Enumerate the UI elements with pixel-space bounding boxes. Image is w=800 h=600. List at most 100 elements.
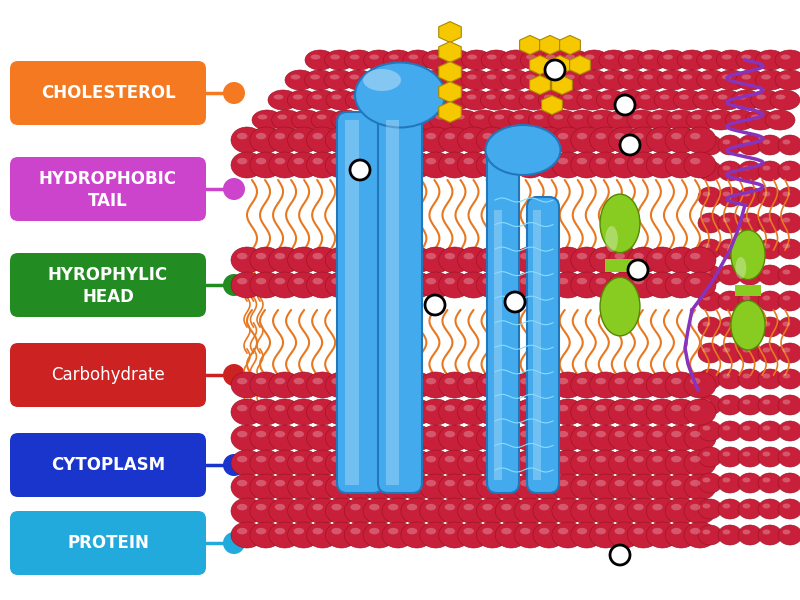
Text: CYTOPLASM: CYTOPLASM bbox=[51, 456, 165, 474]
Ellipse shape bbox=[716, 50, 746, 70]
Ellipse shape bbox=[278, 115, 287, 119]
Ellipse shape bbox=[558, 90, 588, 110]
Ellipse shape bbox=[458, 450, 490, 476]
Ellipse shape bbox=[698, 239, 722, 259]
Ellipse shape bbox=[268, 90, 298, 110]
Ellipse shape bbox=[363, 498, 395, 524]
Ellipse shape bbox=[577, 278, 587, 284]
Text: HYDROPHOBIC: HYDROPHOBIC bbox=[39, 170, 177, 188]
Ellipse shape bbox=[420, 498, 452, 524]
Ellipse shape bbox=[250, 152, 282, 178]
Ellipse shape bbox=[624, 55, 634, 59]
Ellipse shape bbox=[742, 139, 750, 145]
Ellipse shape bbox=[272, 110, 302, 130]
Ellipse shape bbox=[742, 55, 751, 59]
Ellipse shape bbox=[726, 110, 755, 130]
FancyBboxPatch shape bbox=[527, 197, 559, 493]
Ellipse shape bbox=[420, 474, 452, 500]
Ellipse shape bbox=[388, 528, 398, 535]
Ellipse shape bbox=[742, 166, 750, 170]
Ellipse shape bbox=[690, 158, 701, 164]
Ellipse shape bbox=[476, 272, 508, 298]
Ellipse shape bbox=[350, 431, 361, 437]
Ellipse shape bbox=[520, 528, 530, 535]
Ellipse shape bbox=[614, 253, 625, 259]
Ellipse shape bbox=[762, 269, 770, 275]
Ellipse shape bbox=[311, 110, 341, 130]
Ellipse shape bbox=[383, 50, 414, 70]
Ellipse shape bbox=[646, 127, 678, 153]
Ellipse shape bbox=[469, 110, 499, 130]
Ellipse shape bbox=[665, 372, 697, 398]
Ellipse shape bbox=[702, 217, 710, 223]
Ellipse shape bbox=[463, 405, 474, 412]
Ellipse shape bbox=[442, 90, 472, 110]
Circle shape bbox=[350, 160, 370, 180]
Polygon shape bbox=[438, 101, 462, 122]
Ellipse shape bbox=[426, 480, 436, 487]
Ellipse shape bbox=[736, 70, 766, 90]
Ellipse shape bbox=[476, 247, 508, 273]
Bar bbox=[494, 210, 502, 480]
Ellipse shape bbox=[294, 504, 304, 511]
Ellipse shape bbox=[634, 133, 644, 139]
Ellipse shape bbox=[609, 450, 641, 476]
Ellipse shape bbox=[742, 217, 750, 223]
Ellipse shape bbox=[758, 499, 782, 519]
Ellipse shape bbox=[344, 399, 376, 425]
Ellipse shape bbox=[614, 158, 625, 164]
Ellipse shape bbox=[514, 474, 546, 500]
Ellipse shape bbox=[722, 322, 730, 326]
Ellipse shape bbox=[388, 253, 398, 259]
Ellipse shape bbox=[344, 425, 376, 451]
Ellipse shape bbox=[590, 127, 622, 153]
Ellipse shape bbox=[718, 499, 742, 519]
Ellipse shape bbox=[646, 272, 678, 298]
Ellipse shape bbox=[600, 277, 640, 336]
Polygon shape bbox=[438, 41, 462, 62]
Ellipse shape bbox=[382, 247, 414, 273]
Bar bbox=[533, 210, 541, 480]
Ellipse shape bbox=[539, 431, 550, 437]
Ellipse shape bbox=[684, 247, 716, 273]
Ellipse shape bbox=[438, 522, 470, 548]
Ellipse shape bbox=[382, 272, 414, 298]
Ellipse shape bbox=[256, 480, 266, 487]
Ellipse shape bbox=[702, 244, 710, 248]
Ellipse shape bbox=[778, 499, 800, 519]
Ellipse shape bbox=[737, 94, 746, 100]
Ellipse shape bbox=[671, 133, 682, 139]
Ellipse shape bbox=[658, 70, 687, 90]
Ellipse shape bbox=[274, 158, 285, 164]
Ellipse shape bbox=[682, 74, 692, 79]
Ellipse shape bbox=[558, 253, 568, 259]
Ellipse shape bbox=[609, 152, 641, 178]
Ellipse shape bbox=[652, 253, 662, 259]
Ellipse shape bbox=[698, 317, 722, 337]
Ellipse shape bbox=[288, 272, 320, 298]
Ellipse shape bbox=[326, 425, 358, 451]
Ellipse shape bbox=[350, 278, 361, 284]
Ellipse shape bbox=[422, 90, 453, 110]
Ellipse shape bbox=[722, 55, 732, 59]
Ellipse shape bbox=[697, 70, 726, 90]
Ellipse shape bbox=[256, 133, 266, 139]
Ellipse shape bbox=[274, 456, 285, 463]
Ellipse shape bbox=[540, 50, 570, 70]
Ellipse shape bbox=[634, 158, 644, 164]
Ellipse shape bbox=[533, 474, 565, 500]
Ellipse shape bbox=[782, 269, 790, 275]
Ellipse shape bbox=[363, 127, 395, 153]
Ellipse shape bbox=[482, 253, 493, 259]
Ellipse shape bbox=[422, 70, 452, 90]
Ellipse shape bbox=[502, 528, 512, 535]
Ellipse shape bbox=[237, 253, 247, 259]
Ellipse shape bbox=[310, 74, 320, 79]
Ellipse shape bbox=[782, 503, 790, 509]
Ellipse shape bbox=[382, 152, 414, 178]
Ellipse shape bbox=[604, 74, 614, 79]
Ellipse shape bbox=[365, 90, 394, 110]
Ellipse shape bbox=[514, 450, 546, 476]
Ellipse shape bbox=[762, 529, 770, 535]
Ellipse shape bbox=[306, 450, 338, 476]
